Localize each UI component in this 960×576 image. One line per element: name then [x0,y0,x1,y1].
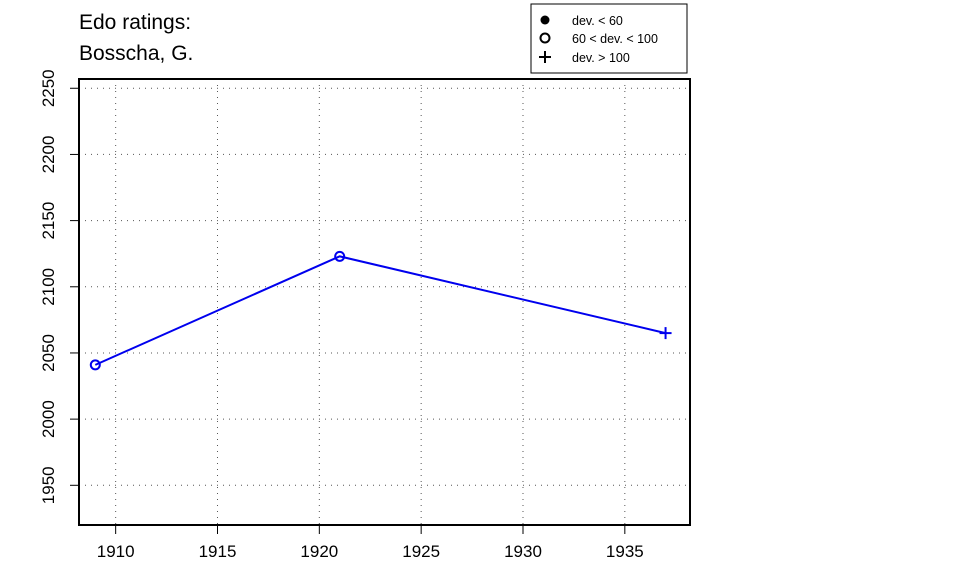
y-tick-label: 2150 [39,202,58,240]
y-tick-label: 2000 [39,400,58,438]
legend-label-mid-dev: 60 < dev. < 100 [572,32,658,46]
series [89,250,672,371]
x-tick-label: 1915 [199,542,237,561]
y-tick-label: 2250 [39,69,58,107]
y-tick-label: 1950 [39,466,58,504]
data-point-plus [659,327,672,340]
grid [79,79,690,525]
x-tick-label: 1925 [402,542,440,561]
chart-title-line-2: Bosscha, G. [79,42,193,65]
legend-plus-icon [539,51,551,63]
y-tick-label: 2200 [39,136,58,174]
series-line [94,255,666,366]
legend: dev. < 60 60 < dev. < 100 dev. > 100 [530,3,688,74]
data-point-open-circle [334,250,346,262]
legend-box [530,3,688,74]
x-axis: 1910 1915 1920 1925 1930 1935 [97,525,644,561]
legend-label-high-dev: dev. > 100 [572,51,630,65]
legend-filled-circle-icon [540,15,550,25]
legend-open-circle-icon [539,32,551,44]
chart-title-line-1: Edo ratings: [79,11,191,34]
y-tick-label: 2100 [39,268,58,306]
x-tick-label: 1935 [606,542,644,561]
plot-frame [78,78,691,526]
legend-label-low-dev: dev. < 60 [572,14,623,28]
y-tick-label: 2050 [39,334,58,372]
x-tick-label: 1920 [300,542,338,561]
x-tick-label: 1910 [97,542,135,561]
x-tick-label: 1930 [504,542,542,561]
y-axis: 1950 2000 2050 2100 2150 2200 2250 [39,69,79,504]
data-point-open-circle [89,359,101,371]
